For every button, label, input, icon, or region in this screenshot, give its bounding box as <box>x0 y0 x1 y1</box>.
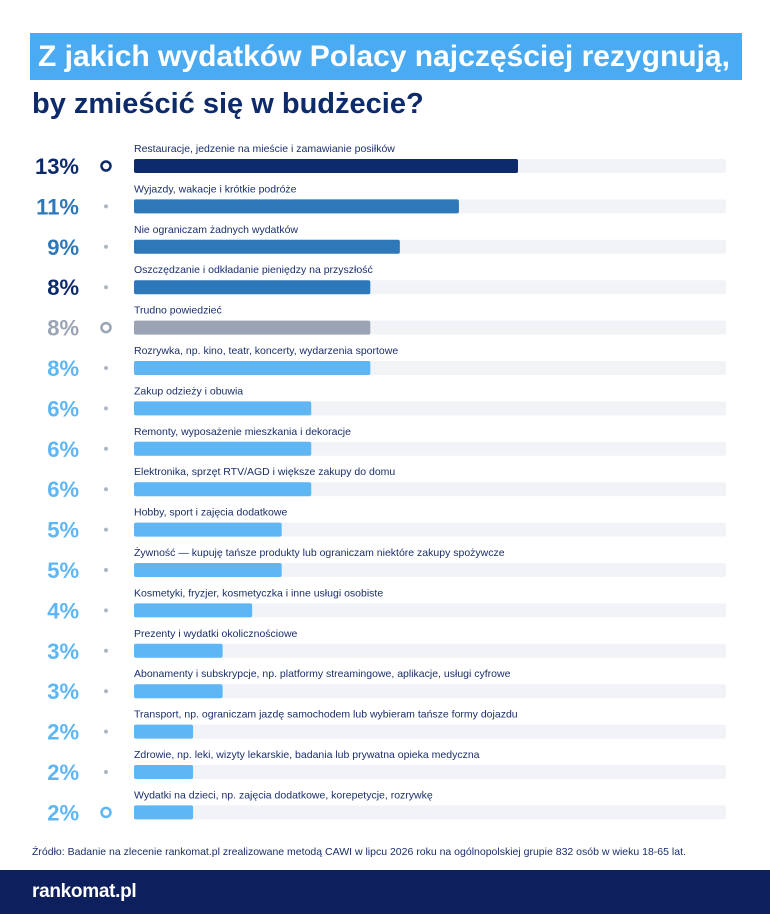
value-label: 5% <box>47 518 79 543</box>
category-label: Wyjazdy, wakacje i krótkie podróże <box>134 183 297 195</box>
bar <box>134 199 459 214</box>
bar <box>134 684 223 699</box>
bar <box>134 563 282 577</box>
marker-ring <box>100 160 112 172</box>
marker-dot <box>104 285 108 290</box>
category-label: Nie ograniczam żadnych wydatków <box>134 224 298 236</box>
category-label: Prezenty i wydatki okolicznościowe <box>134 628 298 640</box>
marker-dot <box>104 689 108 694</box>
bar-track <box>134 805 726 820</box>
marker-dot <box>104 366 108 370</box>
value-label: 3% <box>47 679 79 704</box>
value-label: 2% <box>47 720 79 745</box>
value-label: 8% <box>47 275 79 300</box>
marker-dot <box>104 568 108 572</box>
category-label: Hobby, sport i zajęcia dodatkowe <box>134 507 287 519</box>
bar <box>134 441 312 456</box>
bar-track <box>134 603 726 618</box>
bar-chart: Restauracje, jedzenie na mieście i zamaw… <box>35 143 726 825</box>
value-label: 4% <box>47 598 79 623</box>
value-label: 8% <box>47 316 79 341</box>
bar <box>134 159 518 173</box>
value-label: 8% <box>47 356 79 381</box>
category-label: Restauracje, jedzenie na mieście i zamaw… <box>134 143 395 155</box>
value-label: 13% <box>35 154 79 179</box>
bar-track <box>134 563 726 577</box>
category-label: Rozrywka, np. kino, teatr, koncerty, wyd… <box>134 345 398 357</box>
value-label: 6% <box>47 396 79 421</box>
category-label: Abonamenty i subskrypcje, np. platformy … <box>134 668 511 680</box>
marker-dot <box>104 608 108 613</box>
marker-ring <box>100 806 112 819</box>
bar <box>134 401 312 416</box>
bar-track <box>134 522 726 537</box>
marker-dot <box>104 770 108 774</box>
category-label: Elektronika, sprzęt RTV/AGD i większe za… <box>134 466 395 478</box>
category-label: Żywność — kupuję tańsze produkty lub ogr… <box>134 546 505 559</box>
bar-track <box>134 684 726 699</box>
category-label: Transport, np. ograniczam jazdę samochod… <box>134 709 518 721</box>
footer-bar: rankomat.pl <box>0 870 770 914</box>
bar <box>134 361 371 375</box>
bar <box>134 765 194 779</box>
category-label: Remonty, wyposażenie mieszkania i dekora… <box>134 426 351 438</box>
marker-ring <box>100 321 112 334</box>
chart-title-line2: by zmieścić się w budżecie? <box>32 88 424 120</box>
bar <box>134 805 194 820</box>
value-label: 6% <box>47 477 79 502</box>
value-label: 3% <box>47 639 79 664</box>
value-label: 2% <box>47 760 79 785</box>
bar <box>134 522 282 537</box>
marker-dot <box>104 244 108 249</box>
bar <box>134 239 400 254</box>
category-label: Trudno powiedzieć <box>134 305 222 317</box>
brand-logo: rankomat.pl <box>32 881 137 902</box>
bar-track <box>134 724 726 739</box>
marker-dot <box>104 527 108 532</box>
marker-dot <box>104 406 108 411</box>
bar <box>134 724 194 739</box>
category-label: Wydatki na dzieci, np. zajęcia dodatkowe… <box>134 789 433 801</box>
bar-track <box>134 643 726 658</box>
category-label: Zdrowie, np. leki, wizyty lekarskie, bad… <box>134 749 480 761</box>
marker-dot <box>104 446 108 451</box>
chart-title-line1: Z jakich wydatków Polacy najczęściej rez… <box>30 33 742 80</box>
value-label: 9% <box>47 235 79 260</box>
marker-dot <box>104 648 108 653</box>
category-label: Kosmetyki, fryzjer, kosmetyczka i inne u… <box>134 587 383 599</box>
bar-track <box>134 765 726 779</box>
bar <box>134 482 312 497</box>
bar <box>134 280 371 295</box>
category-label: Oszczędzanie i odkładanie pieniędzy na p… <box>134 264 373 276</box>
marker-dot <box>104 729 108 734</box>
category-label: Zakup odzieży i obuwia <box>134 385 243 397</box>
value-label: 2% <box>47 800 79 825</box>
value-label: 5% <box>47 558 79 583</box>
value-label: 6% <box>47 437 79 462</box>
marker-dot <box>104 487 108 492</box>
bar <box>134 643 223 658</box>
marker-dot <box>104 204 108 209</box>
value-label: 11% <box>36 194 79 219</box>
bar <box>134 603 253 618</box>
bar <box>134 320 371 335</box>
source-note: Źródło: Badanie na zlecenie rankomat.pl … <box>32 846 686 858</box>
